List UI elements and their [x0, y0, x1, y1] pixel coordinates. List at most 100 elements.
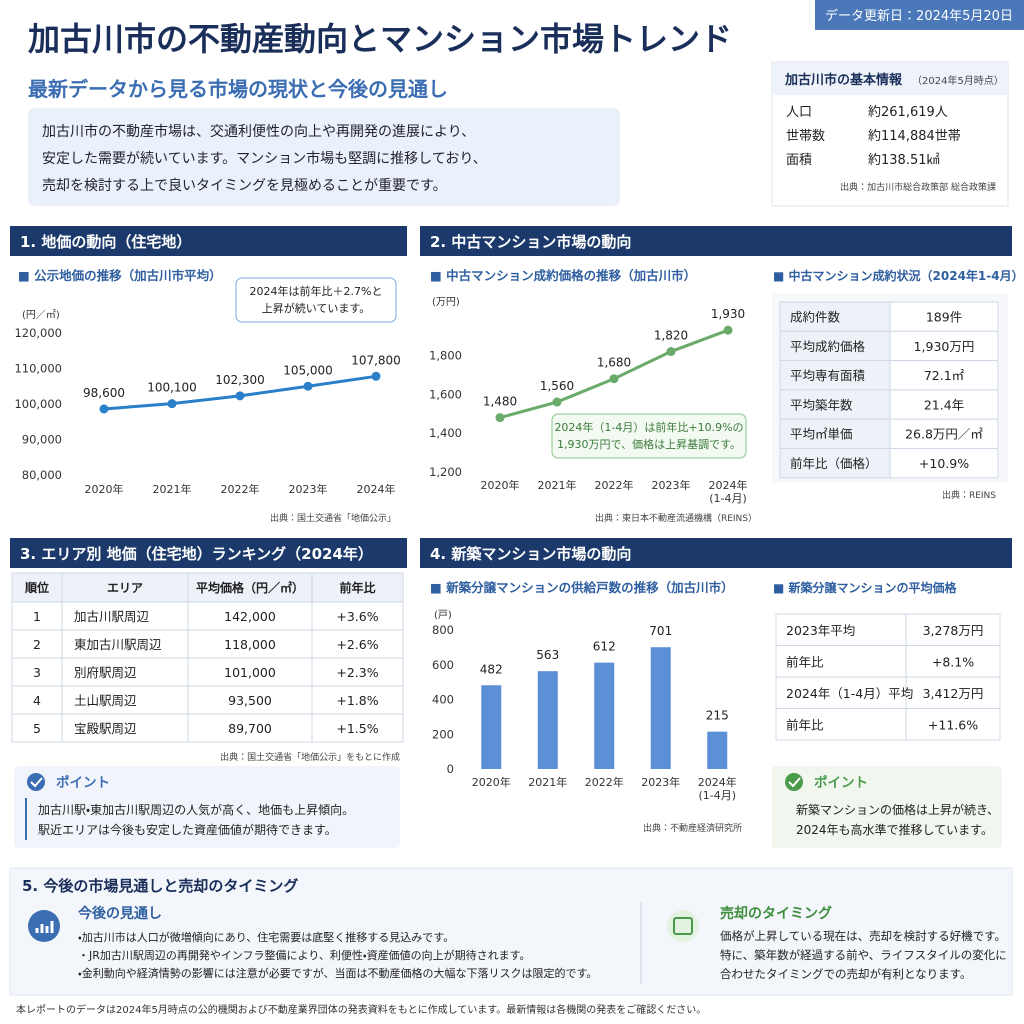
- table-header-cell: [11, 572, 63, 603]
- cell-text: +2.6%: [336, 637, 378, 652]
- callout-text: 上昇が続いています。: [262, 301, 371, 315]
- outlook-text: 合わせたタイミングでの売却が有利となります。: [720, 967, 972, 981]
- cell-text: +8.1%: [932, 655, 974, 670]
- table-cell: [11, 601, 63, 631]
- section-title: 1. 地価の動向（住宅地）: [20, 233, 191, 251]
- table-cell: [311, 657, 404, 687]
- data-label: 563: [536, 648, 559, 662]
- bar: [707, 731, 728, 769]
- intro-text: 売却を検討する上で良いタイミングを見極めることが重要です。: [42, 178, 447, 194]
- outlook-text: 特に、築年数が経過する前や、ライフスタイルの変化に: [720, 948, 1007, 962]
- footer: 本レポートのデータは2024年5月時点の公的機関および不動産業界団体の発表資料を…: [16, 1003, 706, 1016]
- y-tick-label: 80,000: [22, 468, 62, 482]
- source: 出典：国土交通省「地価公示」: [270, 512, 396, 524]
- y-tick-label: 600: [432, 658, 454, 672]
- table-cell: [889, 448, 999, 479]
- point-title: ポイント: [814, 774, 868, 791]
- section-title: 2. 中古マンション市場の動向: [430, 233, 631, 251]
- table-cell: [779, 301, 891, 332]
- cell-text: 前年比: [786, 655, 824, 670]
- x-tick-label: 2021年: [538, 478, 577, 492]
- data-label: 105,000: [283, 363, 333, 377]
- point-text: 加古川駅・東加古川駅周辺の人気が高く、地価も上昇傾向。: [38, 802, 354, 817]
- data-label: 100,100: [147, 381, 197, 395]
- intro-text: 加古川市の不動産市場は、交通利便性の向上や再開発の進展により、: [42, 124, 475, 140]
- cell-text: 土山駅周辺: [74, 693, 137, 708]
- table-cell: [775, 676, 907, 709]
- point: [609, 374, 619, 384]
- table-cell: [187, 601, 313, 631]
- y-tick-label: 110,000: [14, 362, 62, 376]
- cell-text: +3.6%: [336, 609, 378, 624]
- section-title: 4. 新築マンション市場の動向: [430, 545, 631, 563]
- cell-text: 1: [33, 609, 41, 624]
- header-text: 平均価格（円／㎡）: [196, 580, 304, 595]
- info-head: [773, 63, 1007, 95]
- outlook-icon: [28, 910, 60, 942]
- page-title: 加古川市の不動産動向とマンション市場トレンド: [28, 20, 732, 58]
- source: 出典：加古川市総合政策部 総合政策課: [840, 181, 996, 193]
- x-tick-label: 2020年: [85, 482, 124, 496]
- data-label: 215: [706, 709, 729, 723]
- cell-text: 89,700: [228, 721, 272, 736]
- cell-text: 3,278万円: [923, 623, 984, 638]
- source: 出典：国土交通省「地価公示」をもとに作成: [220, 751, 400, 763]
- cell-text: 平均築年数: [790, 397, 853, 412]
- y-tick-label: 400: [432, 693, 454, 707]
- cell-text: 93,500: [228, 693, 272, 708]
- x-tick-label: 2024年: [357, 482, 396, 496]
- cell-text: 平均㎡単価: [790, 427, 853, 442]
- outlook-box: [9, 867, 1013, 996]
- y-tick-label: 1,400: [429, 426, 462, 440]
- x-tick-label: 2023年: [652, 478, 691, 492]
- callout-text: 2024年（1-4月）は前年比+10.9%の: [554, 420, 743, 434]
- x-tick-label: 2023年: [641, 775, 680, 789]
- source: 出典：不動産経済研究所: [643, 822, 742, 834]
- table-cell: [889, 330, 999, 362]
- header-text: 前年比: [339, 580, 375, 595]
- point-box: [14, 766, 400, 848]
- check-icon: [27, 773, 45, 791]
- info-label: 世帯数: [786, 129, 825, 144]
- table-cell: [11, 629, 63, 659]
- point-box: [772, 766, 1002, 848]
- source: 出典：REINS: [942, 489, 996, 501]
- intro-text: 安定した需要が続いています。マンション市場も堅調に推移しており、: [42, 150, 487, 167]
- intro-box: [28, 108, 620, 206]
- data-label: 1,820: [654, 329, 688, 343]
- table-cell: [779, 360, 891, 391]
- bar: [537, 671, 558, 769]
- point: [371, 371, 381, 381]
- source: 出典：東日本不動産流通機構（REINS）: [595, 512, 757, 524]
- bar: [594, 662, 615, 769]
- x-tick-label: 2023年: [289, 482, 328, 496]
- info-title: 加古川市の基本情報: [784, 72, 903, 88]
- cell-text: 前年比: [786, 718, 824, 733]
- section-header: [10, 226, 407, 256]
- cell-text: +1.5%: [336, 721, 378, 736]
- point: [666, 347, 676, 357]
- y-tick-label: 120,000: [14, 326, 62, 340]
- header-text: 順位: [24, 580, 49, 595]
- cell-text: 2: [33, 637, 41, 652]
- info-label: 面積: [786, 153, 812, 168]
- table-cell: [889, 418, 999, 450]
- cell-text: 2024年（1-4月）平均: [786, 686, 913, 701]
- y-tick-label: 1,800: [429, 348, 462, 362]
- table-cell: [775, 613, 907, 646]
- x-tick-label: 2022年: [221, 482, 260, 496]
- point: [303, 381, 313, 391]
- outlook-title: 5. 今後の市場見通しと売却のタイミング: [22, 877, 298, 895]
- update-date: データ更新日：2024年5月20日: [825, 8, 1013, 24]
- x-tick-label: 2020年: [472, 775, 511, 789]
- page-subtitle: 最新データから見る市場の現状と今後の見通し: [28, 77, 448, 101]
- info-value: 約138.51㎢: [868, 153, 940, 168]
- outlook-subtitle: 今後の見通し: [78, 905, 162, 922]
- check-mark: [788, 777, 801, 788]
- chart-title: ■ 公示地価の推移（加古川市平均）: [18, 268, 222, 283]
- data-label: 98,600: [83, 386, 125, 400]
- cell-text: 前年比（価格）: [790, 456, 878, 471]
- y-tick-label: 200: [432, 727, 454, 741]
- axis-unit: (円／㎡): [22, 309, 60, 321]
- table-cell: [775, 645, 907, 678]
